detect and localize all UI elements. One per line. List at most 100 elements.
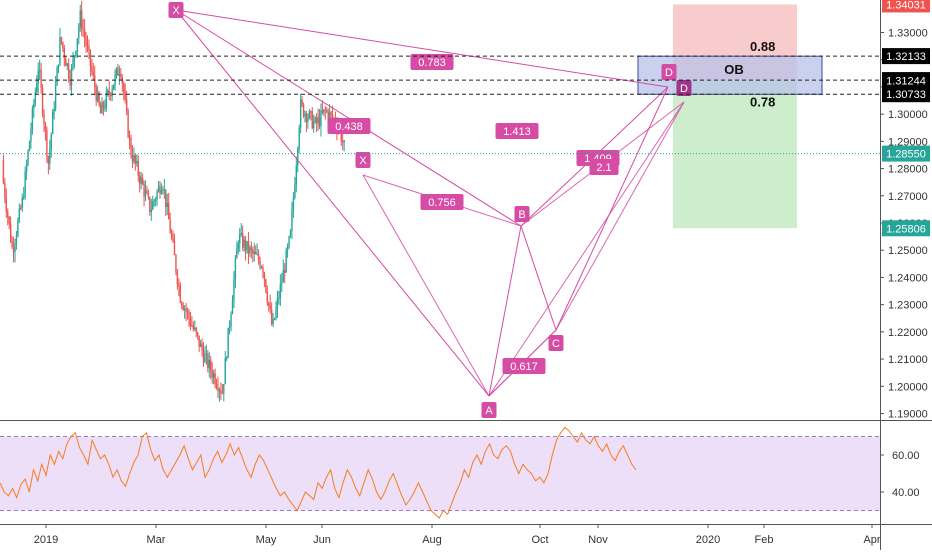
candle-body [2,160,5,184]
trade-zones: OB 0.88 0.78 [637,4,823,229]
candle-body [195,327,197,333]
candle-body [204,354,206,363]
candle-body [237,243,239,249]
candle-body [186,311,189,313]
candle-body [72,58,74,68]
candle-body [112,84,115,90]
candle-body [159,186,161,194]
candle-body [169,219,171,233]
candle-body [284,270,286,273]
candle-body [313,121,315,129]
candle-body [28,141,31,151]
ratio-xb2-label-bg [420,194,464,210]
candle-body [227,327,229,358]
candle-body [30,129,32,142]
candle-body [21,197,23,209]
point-d2-label-bg [676,80,692,96]
candle-body [31,108,34,130]
price-tick-label: 1.29000 [888,136,928,148]
candle-body [118,73,121,76]
candle-body [240,232,242,235]
candle-body [175,255,177,272]
candle-body [111,89,113,96]
candle-body [199,343,202,347]
candle-body [294,185,296,198]
pattern-leg [488,225,522,397]
candle-body [233,278,235,301]
candle-body [136,161,138,163]
candle-body [260,267,263,269]
candle-body [183,308,186,310]
ratio-cd2-label-bg [589,159,619,175]
candle-body [23,197,25,199]
candle-body [185,308,187,312]
candle-body [56,67,58,86]
candle-body [285,250,287,273]
price-label: 1.25806 [886,223,926,235]
candle-body [37,70,39,84]
point-x-label: X [172,5,180,17]
price-label-bg [882,220,930,237]
ratio-ac-label-bg [502,358,546,374]
candle-body [75,51,77,56]
candle-body [57,64,60,68]
time-tick-label: Jun [313,534,331,546]
candle-body [305,113,308,122]
rsi-tick-label: 60.00 [892,450,920,462]
point-x2-label: X [359,155,367,167]
candle-body [66,63,68,66]
price-tick-label: 1.20000 [888,381,928,393]
candle-body [5,197,7,212]
time-axis[interactable]: 2019 Mar May Jun Aug Oct Nov 2020 Feb Apr [34,524,881,546]
ratio-xd-label: 0.783 [418,57,446,69]
price-label: 1.28550 [886,149,926,161]
candle-body [176,271,179,285]
time-tick-label: 2019 [34,534,58,546]
point-b-label-bg [514,206,530,222]
candle-body [188,311,190,319]
candle-body [18,208,21,221]
candle-body [162,189,164,191]
candle-body [62,42,64,49]
candle-body [124,93,126,100]
candle-body [38,69,41,71]
candle-body [217,387,219,392]
candle-body [27,150,29,164]
candle-body [298,127,300,149]
candle-body [146,190,148,194]
candle-body [205,353,208,355]
candle-body [288,236,290,247]
candle-body [156,191,158,200]
candle-body [49,149,51,164]
ratio-cd2-label: 2.1 [596,162,611,174]
candle-body [83,29,86,38]
pattern-leg [520,225,557,331]
candle-body [65,58,67,66]
point-b-label: B [518,209,525,221]
candle-body [78,27,80,39]
candle-body [310,111,312,113]
candle-body [125,99,128,111]
candle-body [43,113,45,125]
candle-body [179,285,181,303]
candle-body [79,10,81,28]
pattern-leg [555,86,669,331]
price-label-bg [882,145,930,162]
price-label: 1.34031 [886,0,926,11]
candle-body [96,92,99,101]
ob-label: OB [724,62,744,77]
candle-body [102,102,105,109]
price-label-bg [882,72,930,89]
candle-body [231,300,234,315]
candle-body [4,183,6,198]
candle-body [91,66,93,72]
candle-body [297,148,299,166]
ratio-xd-label-bg [410,54,454,70]
candle-body [327,111,329,121]
ratio-xb2-label: 0.756 [428,197,456,209]
point-d2-label: D [680,83,688,95]
candle-body [131,154,134,162]
candle-body [273,318,276,320]
candle-body [314,117,316,122]
